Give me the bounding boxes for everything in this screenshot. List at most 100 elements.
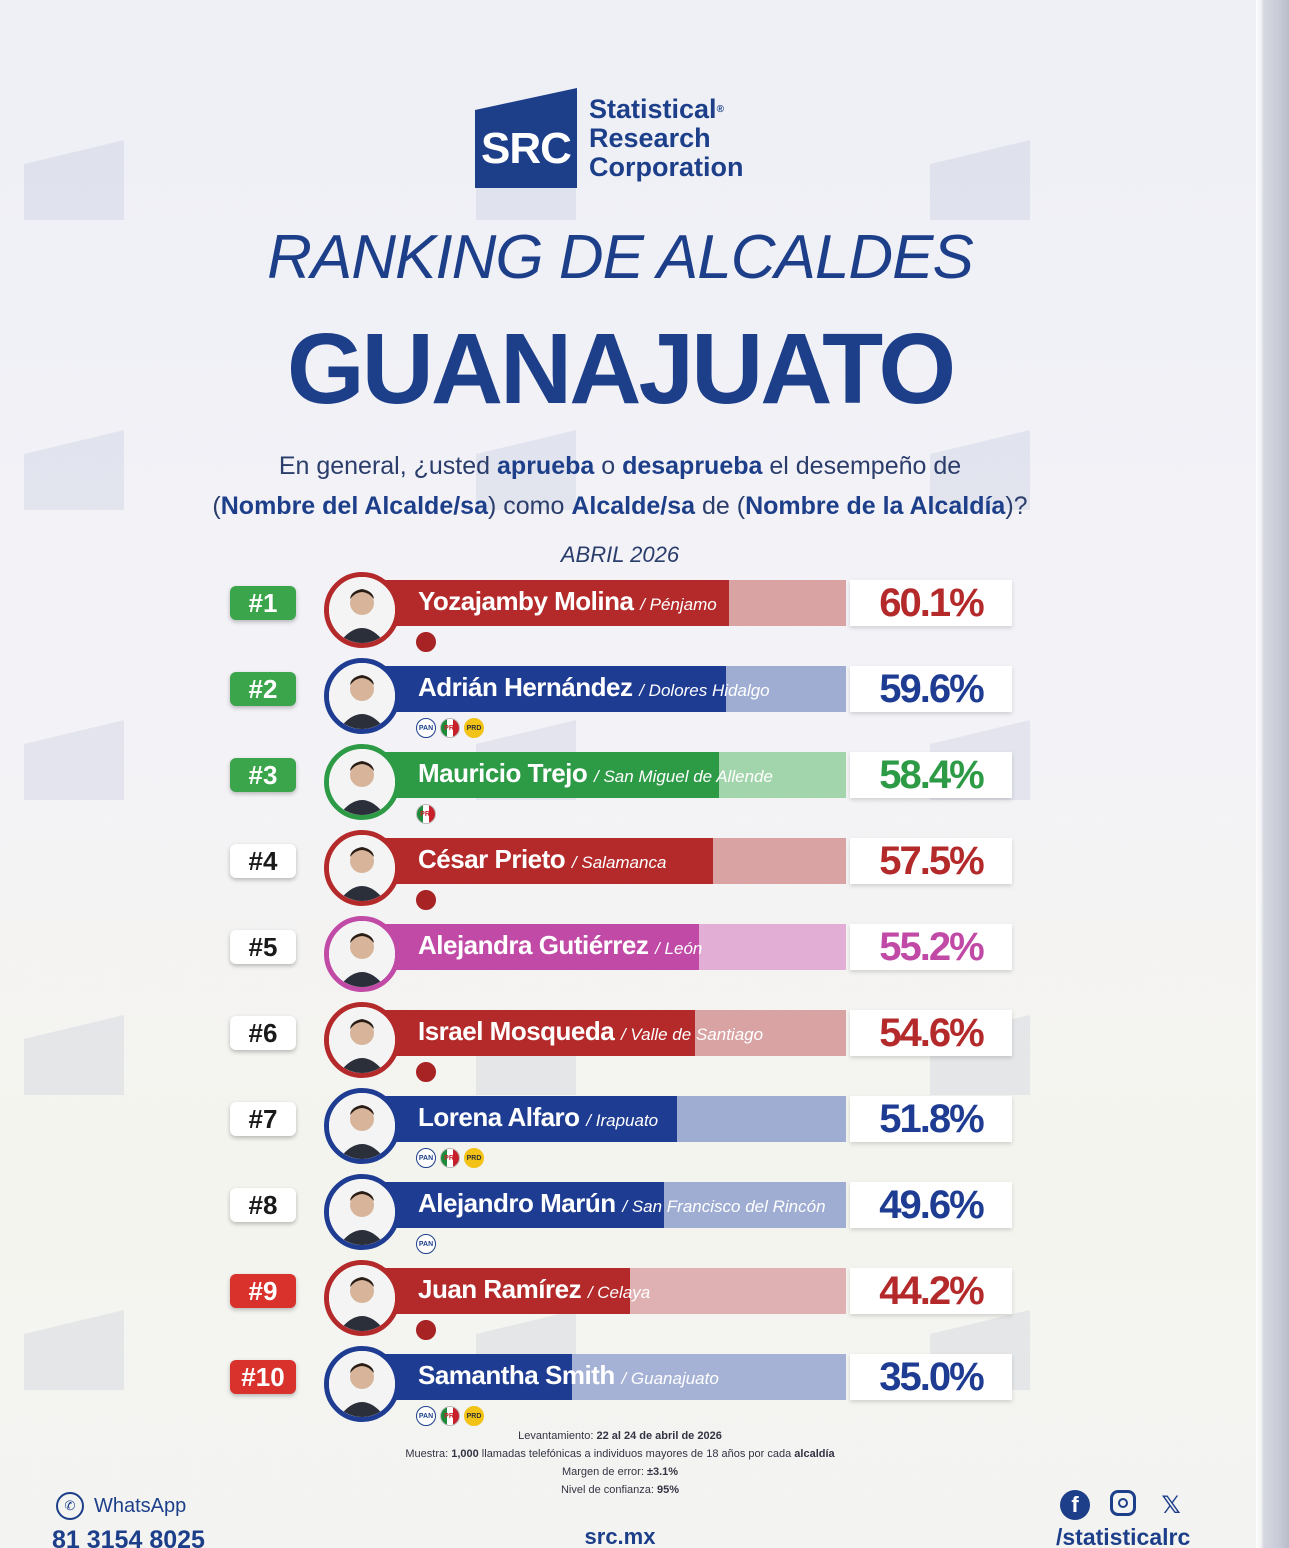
mayor-name: Adrián Hernández / Dolores Hidalgo [418,672,770,703]
whatsapp-icon[interactable]: ✆ [56,1492,84,1520]
mayor-name-text: Mauricio Trejo [418,758,588,788]
prd-party-icon: PRD [464,1148,484,1168]
pri-party-icon: PRI [416,804,436,824]
approval-percentage: 55.2% [850,924,1012,970]
mayor-photo [324,830,400,906]
ranking-row: #9 Juan Ramírez / Celaya 44.2% [0,1260,1100,1346]
mayor-name-text: Alejandra Gutiérrez [418,930,649,960]
watermark-logo [476,430,586,510]
municipality: / Pénjamo [640,595,717,614]
card-edge [1256,0,1264,1548]
mayor-photo [324,744,400,820]
footer-site[interactable]: src.mx [584,1524,656,1548]
rank-badge: #2 [230,672,296,706]
bar-track [352,1010,846,1056]
pan-party-icon: PAN [416,1148,436,1168]
pri-party-icon: PRI [440,718,460,738]
watermark-logo [24,430,134,510]
x-icon[interactable]: 𝕏 [1161,1491,1181,1519]
mayor-name: Yozajamby Molina / Pénjamo [418,586,717,617]
whatsapp-label: WhatsApp [94,1494,187,1517]
municipality: / Valle de Santiago [620,1025,764,1044]
logo-line-1: Statistical [589,93,717,124]
prd-party-icon: PRD [464,1406,484,1426]
rank-badge: #8 [230,1188,296,1222]
approval-percentage: 57.5% [850,838,1012,884]
right-edge [1262,0,1289,1548]
footer-whatsapp: ✆ WhatsApp 81 3154 8025 [52,1492,205,1548]
bar-track [352,1268,846,1314]
mayor-name-text: Lorena Alfaro [418,1102,580,1132]
logo-mark: SRC [475,88,577,188]
morena-party-icon [416,1320,436,1340]
rank-badge: #5 [230,930,296,964]
bar-value [352,752,719,798]
approval-percentage: 59.6% [850,666,1012,712]
ranking-row: #7 Lorena Alfaro / Irapuato 51.8% PAN PRI PRD [0,1088,1100,1174]
municipality: / San Miguel de Allende [594,767,773,786]
bar-track [352,752,846,798]
municipality: / Irapuato [586,1111,659,1130]
municipality: / León [655,939,703,958]
ranking-row: #10 Samantha Smith / Guanajuato 35.0% PAN PR… [0,1346,1100,1432]
mayor-name: Alejandra Gutiérrez / León [418,930,702,961]
approval-percentage: 54.6% [850,1010,1012,1056]
mayor-name-text: César Prieto [418,844,566,874]
morena-party-icon [416,632,436,652]
whatsapp-phone[interactable]: 81 3154 8025 [52,1526,205,1548]
bar-value [352,1010,695,1056]
logo-line-3: Corporation [589,151,744,182]
bar-track [352,924,846,970]
mayor-name: César Prieto / Salamanca [418,844,666,875]
bar-value [352,838,713,884]
watermark-logo [24,1015,134,1095]
municipality: / Salamanca [571,853,667,872]
mayor-name: Alejandro Marún / San Francisco del Rinc… [418,1188,826,1219]
ranking-row: #6 Israel Mosqueda / Valle de Santiago 54.… [0,1002,1100,1088]
pri-party-icon: PRI [440,1148,460,1168]
party-logos: PAN PRI PRD [416,1406,484,1426]
methodology-confidence: Nivel de confianza: 95% [560,1484,680,1496]
mayor-name: Mauricio Trejo / San Miguel de Allende [418,758,773,789]
mayor-name-text: Samantha Smith [418,1360,615,1390]
approval-percentage: 44.2% [850,1268,1012,1314]
mayor-photo [324,916,400,992]
logo-line-2: Research [589,122,711,153]
survey-month: ABRIL 2026 [560,542,680,567]
approval-percentage: 51.8% [850,1096,1012,1142]
instagram-icon[interactable] [1110,1490,1136,1516]
methodology-dates: Levantamiento: 22 al 24 de abril de 2026 [518,1430,722,1442]
survey-question: En general, ¿usted aprueba o desaprueba … [212,452,1028,520]
municipality: / Dolores Hidalgo [639,681,770,700]
logo-text: Statistical® Research Corporation [589,93,744,182]
approval-percentage: 35.0% [850,1354,1012,1400]
ranking-row: #4 César Prieto / Salamanca 57.5% [0,830,1100,916]
watermark-logo [930,140,1040,220]
mayor-photo [324,1088,400,1164]
mayor-name: Israel Mosqueda / Valle de Santiago [418,1016,763,1047]
watermark-logo [24,140,134,220]
rank-badge: #4 [230,844,296,878]
footer-social: f 𝕏 /statisticalrc [1056,1490,1190,1548]
mayor-photo [324,1174,400,1250]
title-ranking: RANKING DE ALCALDES [267,223,974,292]
party-logos: PAN PRI PRD [416,1148,484,1168]
mayor-photo [324,1260,400,1336]
social-handle[interactable]: /statisticalrc [1056,1524,1191,1548]
bar-value [352,666,726,712]
municipality: / Guanajuato [621,1369,719,1388]
bar-value [352,1096,677,1142]
mayor-name-text: Adrián Hernández [418,672,633,702]
methodology-sample: Muestra: 1,000 llamadas telefónicas a in… [405,1448,835,1460]
mayor-photo [324,1002,400,1078]
rank-badge: #6 [230,1016,296,1050]
pan-party-icon: PAN [416,718,436,738]
rank-badge: #9 [230,1274,296,1308]
pan-party-icon: PAN [416,1234,436,1254]
municipality: / San Francisco del Rincón [622,1197,826,1216]
mayor-name-text: Juan Ramírez [418,1274,582,1304]
facebook-icon[interactable]: f [1060,1490,1090,1520]
party-logos [416,632,436,652]
bar-track [352,666,846,712]
src-logo: SRC Statistical® Research Corporation [475,88,744,188]
